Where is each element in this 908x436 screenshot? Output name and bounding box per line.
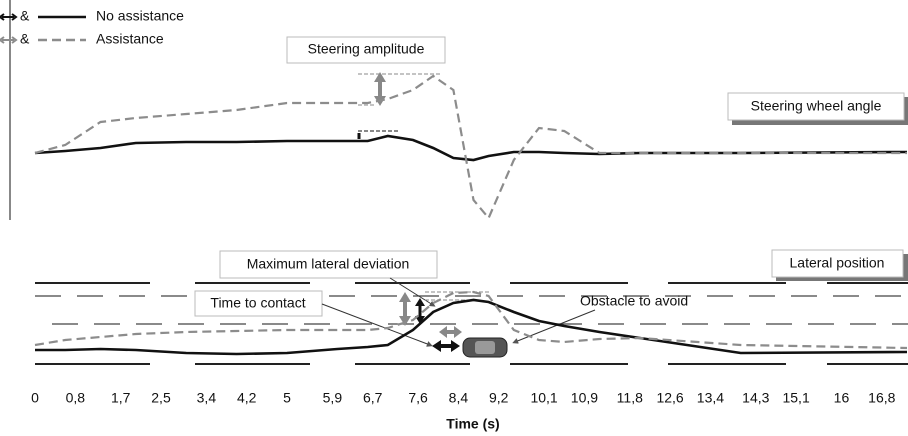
panel-title-box [771,249,904,278]
x-tick-label: 0,8 [66,390,86,406]
annotation: Maximum lateral deviation [247,256,410,272]
x-tick-label: 11,8 [617,390,643,406]
x-tick-label: 2,5 [151,390,171,406]
panel-title: Lateral position [790,255,885,271]
x-tick-label: 5 [283,390,291,406]
legend-arrow [0,36,18,44]
x-axis-label: Time (s) [446,416,499,432]
legend-symbol: & [20,31,30,47]
legend-label: Assistance [96,31,164,47]
pointers [321,277,596,347]
annotation: Time to contact [210,295,305,311]
line-series [34,74,907,221]
x-tick-label: 16,8 [868,390,895,406]
x-tick-label: 4,2 [237,390,257,406]
lane-markings [35,282,908,365]
x-tick-label: 6,7 [363,390,383,406]
annotation-box [194,290,323,317]
x-tick-label: 1,7 [111,390,131,406]
line-series [35,298,908,356]
annotation: Obstacle to avoid [580,293,688,309]
x-tick-label: 16 [834,390,850,406]
x-tick-label: 8,4 [449,390,469,406]
line-series [34,290,908,350]
x-tick-label: 10,1 [530,390,557,406]
annotation-box [219,250,438,279]
panel-title-box [727,92,905,121]
x-tick-label: 14,3 [742,390,769,406]
line-series [34,134,908,162]
x-tick-label: 15,1 [782,390,809,406]
legend-arrow [0,13,18,21]
x-tick-label: 12,6 [656,390,683,406]
measure-arrows [357,72,508,358]
panel-title: Steering wheel angle [751,98,882,114]
annotation-box [286,36,446,64]
annotation: Steering amplitude [308,41,425,57]
legend-label: No assistance [96,8,184,24]
x-tick-label: 3,4 [197,390,217,406]
x-tick-label: 9,2 [489,390,509,406]
x-tick-label: 5,9 [323,390,343,406]
x-tick-label: 0 [31,390,39,406]
legend-symbol: & [20,8,30,24]
x-tick-label: 7,6 [408,390,428,406]
x-tick-label: 13,4 [697,390,724,406]
x-tick-label: 10,9 [571,390,598,406]
